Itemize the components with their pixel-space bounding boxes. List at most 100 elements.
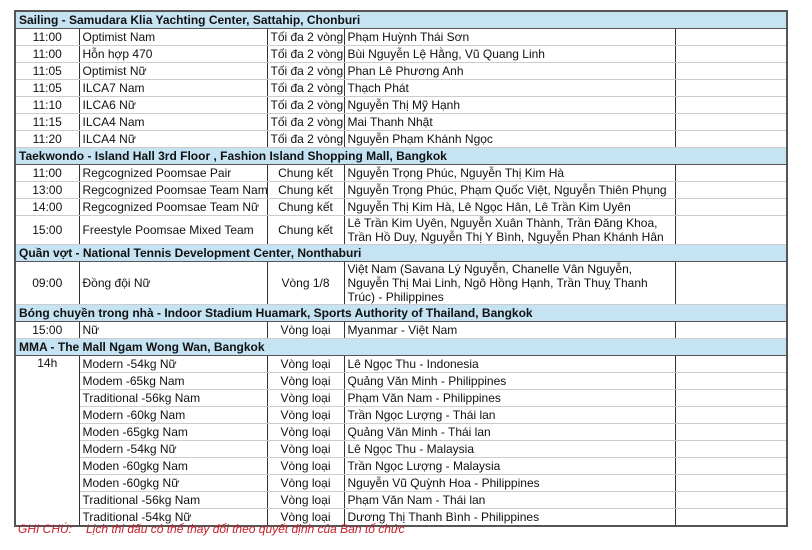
notes-cell	[674, 389, 788, 407]
notes-cell	[674, 28, 788, 46]
round-cell: Chung kết	[266, 181, 345, 199]
section-title: Bóng chuyền trong nhà - Indoor Stadium H…	[14, 304, 788, 322]
athletes-cell: Nguyễn Thị Kim Hà, Lê Ngọc Hân, Lê Trần …	[343, 198, 676, 216]
section-header: MMA - The Mall Ngam Wong Wan, Bangkok	[14, 338, 788, 356]
table-row: Modem -65kg Nam Vòng loại Quảng Văn Minh -…	[15, 372, 788, 390]
table-row: 11:00 Regcognized Poomsae Pair Chung kết Ng…	[14, 164, 788, 182]
athletes-cell: Bùi Nguyễn Lệ Hằng, Vũ Quang Linh	[343, 45, 676, 63]
notes-cell	[674, 62, 788, 80]
time-cell: 11:00	[14, 28, 80, 46]
round-cell: Vòng loại	[266, 406, 345, 424]
event-cell: ILCA7 Nam	[78, 79, 268, 97]
event-cell: Optimist Nam	[78, 28, 268, 46]
note-label: GHI CHÚ:	[18, 522, 72, 536]
section-header: Sailing - Samudara Klia Yachting Center,…	[14, 10, 788, 29]
section-title: Quần vợt - National Tennis Development C…	[14, 244, 788, 262]
time-cell: 11:00	[14, 164, 80, 182]
round-cell: Vòng loại	[266, 372, 345, 390]
time-cell: 15:00	[14, 215, 80, 245]
round-cell: Vòng loại	[266, 389, 345, 407]
athletes-cell: Myanmar - Việt Nam	[343, 321, 676, 339]
athletes-cell: Trần Ngọc Lượng - Thái lan	[343, 406, 676, 424]
notes-cell	[674, 261, 788, 305]
round-cell: Chung kết	[266, 198, 345, 216]
event-cell: Modern -54kg Nữ	[78, 440, 268, 458]
event-cell: Optimist Nữ	[78, 62, 268, 80]
round-cell: Vòng loại	[266, 491, 345, 509]
time-cell: 09:00	[14, 261, 80, 305]
table-row: 11:05 Optimist Nữ Tối đa 2 vòng Phan Lê Phư…	[14, 62, 788, 80]
round-cell: Tối đa 2 vòng	[266, 45, 345, 63]
table-row: Traditional -54kg Nữ Vòng loại Dương Thị T…	[15, 508, 788, 527]
round-cell: Tối đa 2 vòng	[266, 130, 345, 148]
athletes-cell: Phạm Văn Nam - Thái lan	[343, 491, 676, 509]
table-row: 14:00 Regcognized Poomsae Team Nữ Chung kế…	[14, 198, 788, 216]
section-header: Bóng chuyền trong nhà - Indoor Stadium H…	[14, 304, 788, 322]
table-row: 09:00 Đồng đội Nữ Vòng 1/8 Việt Nam (Savana…	[14, 261, 788, 305]
event-cell: Traditional -54kg Nữ	[78, 508, 268, 527]
table-row: 11:05 ILCA7 Nam Tối đa 2 vòng Thạch Phát	[14, 79, 788, 97]
time-cell: 14:00	[14, 198, 80, 216]
event-cell: Regcognized Poomsae Team Nữ	[78, 198, 268, 216]
time-cell: 14h	[14, 355, 80, 526]
note: GHI CHÚ: Lịch thi đấu có thể thay đổi the…	[18, 522, 405, 536]
table-row: 15:00 Freestyle Poomsae Mixed Team Chung k…	[14, 215, 788, 245]
athletes-cell: Lê Ngọc Thu - Malaysia	[343, 440, 676, 458]
notes-cell	[674, 355, 788, 373]
table-row: Moden -60gkg Nam Vòng loại Trần Ngọc Lượng…	[15, 457, 788, 475]
event-cell: Nữ	[78, 321, 268, 339]
table-row: 11:00 Hỗn hợp 470 Tối đa 2 vòng Bùi Nguyễn …	[14, 45, 788, 63]
event-cell: Moden -60gkg Nam	[78, 457, 268, 475]
round-cell: Tối đa 2 vòng	[266, 113, 345, 131]
time-cell: 11:20	[14, 130, 80, 148]
event-cell: ILCA6 Nữ	[78, 96, 268, 114]
athletes-cell: Nguyễn Thị Mỹ Hạnh	[343, 96, 676, 114]
table-row: Modern -60kg Nam Vòng loại Trần Ngọc Lượng…	[15, 406, 788, 424]
event-cell: Traditional -56kg Nam	[78, 491, 268, 509]
round-cell: Chung kết	[266, 215, 345, 245]
event-cell: ILCA4 Nữ	[78, 130, 268, 148]
table-row: Moden -65gkg Nam Vòng loại Quảng Văn Minh …	[15, 423, 788, 441]
round-cell: Vòng loại	[266, 457, 345, 475]
schedule: Sailing - Samudara Klia Yachting Center,…	[14, 10, 789, 527]
event-cell: Hỗn hợp 470	[78, 45, 268, 63]
round-cell: Chung kết	[266, 164, 345, 182]
notes-cell	[674, 79, 788, 97]
table-row: Traditional -56kg Nam Vòng loại Phạm Văn N…	[15, 389, 788, 407]
round-cell: Vòng loại	[266, 440, 345, 458]
event-cell: Moden -65gkg Nam	[78, 423, 268, 441]
event-cell: Regcognized Poomsae Team Nam	[78, 181, 268, 199]
table-row: 14h Modern -54kg Nữ Vòng loại Lê Ngọc Thu -…	[14, 355, 788, 526]
note-text: Lịch thi đấu có thể thay đổi theo quyết …	[86, 522, 405, 536]
notes-cell	[674, 474, 788, 492]
section-header: Taekwondo - Island Hall 3rd Floor , Fash…	[14, 147, 788, 165]
event-cell: Traditional -56kg Nam	[78, 389, 268, 407]
round-cell: Vòng loại	[266, 423, 345, 441]
table-row: 11:20 ILCA4 Nữ Tối đa 2 vòng Nguyễn Phạm Kh…	[14, 130, 788, 148]
athletes-cell: Việt Nam (Savana Lý Nguyễn, Chanelle Vân…	[343, 261, 676, 305]
event-cell: Đồng đội Nữ	[78, 261, 268, 305]
athletes-cell: Nguyễn Vũ Quỳnh Hoa - Philippines	[343, 474, 676, 492]
round-cell: Vòng loại	[266, 355, 345, 373]
athletes-cell: Nguyễn Trọng Phúc, Nguyễn Thị Kim Hà	[343, 164, 676, 182]
time-cell: 11:10	[14, 96, 80, 114]
event-cell: Modem -65kg Nam	[78, 372, 268, 390]
section-title: Taekwondo - Island Hall 3rd Floor , Fash…	[14, 147, 788, 165]
round-cell: Tối đa 2 vòng	[266, 62, 345, 80]
notes-cell	[674, 491, 788, 509]
notes-cell	[674, 130, 788, 148]
notes-cell	[674, 321, 788, 339]
notes-cell	[674, 113, 788, 131]
table-row: 15:00 Nữ Vòng loại Myanmar - Việt Nam	[14, 321, 788, 339]
round-cell: Vòng loại	[266, 474, 345, 492]
notes-cell	[674, 181, 788, 199]
event-cell: Regcognized Poomsae Pair	[78, 164, 268, 182]
athletes-cell: Trần Ngọc Lượng - Malaysia	[343, 457, 676, 475]
athletes-cell: Nguyễn Trọng Phúc, Phạm Quốc Việt, Nguyễ…	[343, 181, 676, 199]
table-row: Moden -60gkg Nữ Vòng loại Nguyễn Vũ Quỳnh …	[15, 474, 788, 492]
time-cell: 11:05	[14, 62, 80, 80]
section-title: Sailing - Samudara Klia Yachting Center,…	[14, 10, 788, 29]
athletes-cell: Quảng Văn Minh - Thái lan	[343, 423, 676, 441]
time-cell: 11:05	[14, 79, 80, 97]
round-cell: Vòng loại	[266, 321, 345, 339]
